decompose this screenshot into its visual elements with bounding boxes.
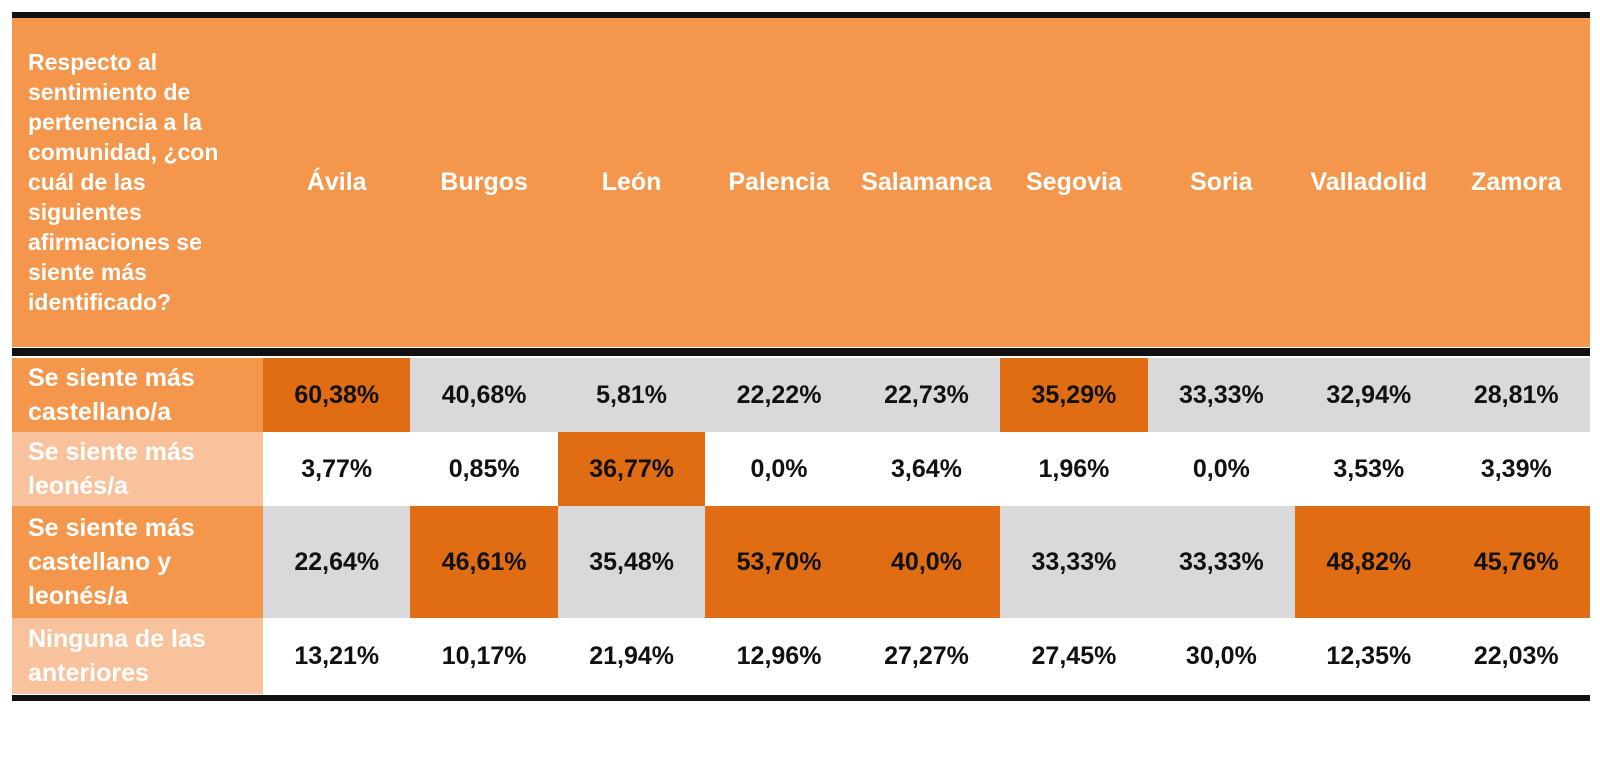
column-header: Segovia — [1026, 167, 1122, 196]
value-cell: 3,39% — [1480, 454, 1552, 483]
value-cell: 5,81% — [596, 380, 668, 409]
highlighted-value-cell: 45,76% — [1442, 506, 1590, 618]
column-header: Zamora — [1471, 167, 1562, 196]
column-header: Valladolid — [1310, 167, 1428, 196]
value-cell: 22,73% — [884, 380, 969, 409]
question-header: Respecto al sentimiento de pertenencia a… — [28, 49, 219, 315]
value-cell: 30,0% — [1185, 641, 1257, 670]
value-cell: 10,17% — [441, 641, 527, 670]
top-rule — [12, 12, 1590, 18]
value-cell: 22,22% — [736, 380, 822, 409]
value-cell: 3,77% — [301, 454, 373, 483]
value-cell: 33,33% — [1031, 547, 1117, 576]
value-cell: 28,81% — [1473, 380, 1559, 409]
value-cell: 0,0% — [750, 454, 808, 483]
value-cell: 3,64% — [891, 454, 962, 483]
value-cell: 32,94% — [1326, 380, 1412, 409]
row-label: Se siente más castellano/a — [12, 358, 263, 432]
highlighted-value-cell: 35,29% — [1000, 358, 1148, 432]
value-cell: 40,68% — [441, 380, 527, 409]
highlighted-value-cell: 48,82% — [1295, 506, 1443, 618]
row-label: Se siente más castellano y leonés/a — [12, 506, 263, 618]
column-header: Salamanca — [861, 167, 992, 196]
highlighted-value-cell: 40,0% — [852, 506, 1001, 618]
value-cell: 12,96% — [736, 641, 822, 670]
highlighted-value-cell: 36,77% — [557, 432, 706, 506]
row-band — [263, 618, 1590, 694]
column-header: Palencia — [728, 167, 830, 196]
column-header: León — [601, 167, 662, 196]
header-rule — [12, 348, 1590, 356]
value-cell: 13,21% — [294, 641, 380, 670]
value-cell: 1,96% — [1038, 454, 1110, 483]
value-cell: 33,33% — [1178, 547, 1264, 576]
highlighted-value-cell: 46,61% — [410, 506, 558, 618]
value-cell: 27,45% — [1031, 641, 1117, 670]
row-band — [263, 432, 1590, 506]
value-cell: 21,94% — [589, 641, 674, 670]
value-cell: 3,53% — [1333, 454, 1405, 483]
row-band — [263, 358, 1590, 432]
column-header: Burgos — [440, 167, 528, 196]
highlighted-value-cell: 53,70% — [705, 506, 853, 618]
row-label: Se siente más leonés/a — [12, 432, 263, 506]
value-cell: 33,33% — [1178, 380, 1264, 409]
value-cell: 0,85% — [448, 454, 520, 483]
value-cell: 0,0% — [1192, 454, 1250, 483]
value-cell: 12,35% — [1326, 641, 1412, 670]
results-table: Respecto al sentimiento de pertenencia a… — [12, 12, 1590, 712]
highlighted-value-cell: 60,38% — [263, 358, 411, 432]
value-cell: 35,48% — [589, 547, 674, 576]
value-cell: 27,27% — [884, 641, 969, 670]
value-cell: 22,03% — [1473, 641, 1559, 670]
value-cell: 22,64% — [294, 547, 380, 576]
header-band — [12, 17, 1590, 347]
row-label: Ninguna de las anteriores — [12, 618, 263, 694]
column-header: Ávila — [306, 167, 367, 196]
column-header: Soria — [1190, 167, 1253, 196]
bottom-rule — [12, 695, 1590, 701]
